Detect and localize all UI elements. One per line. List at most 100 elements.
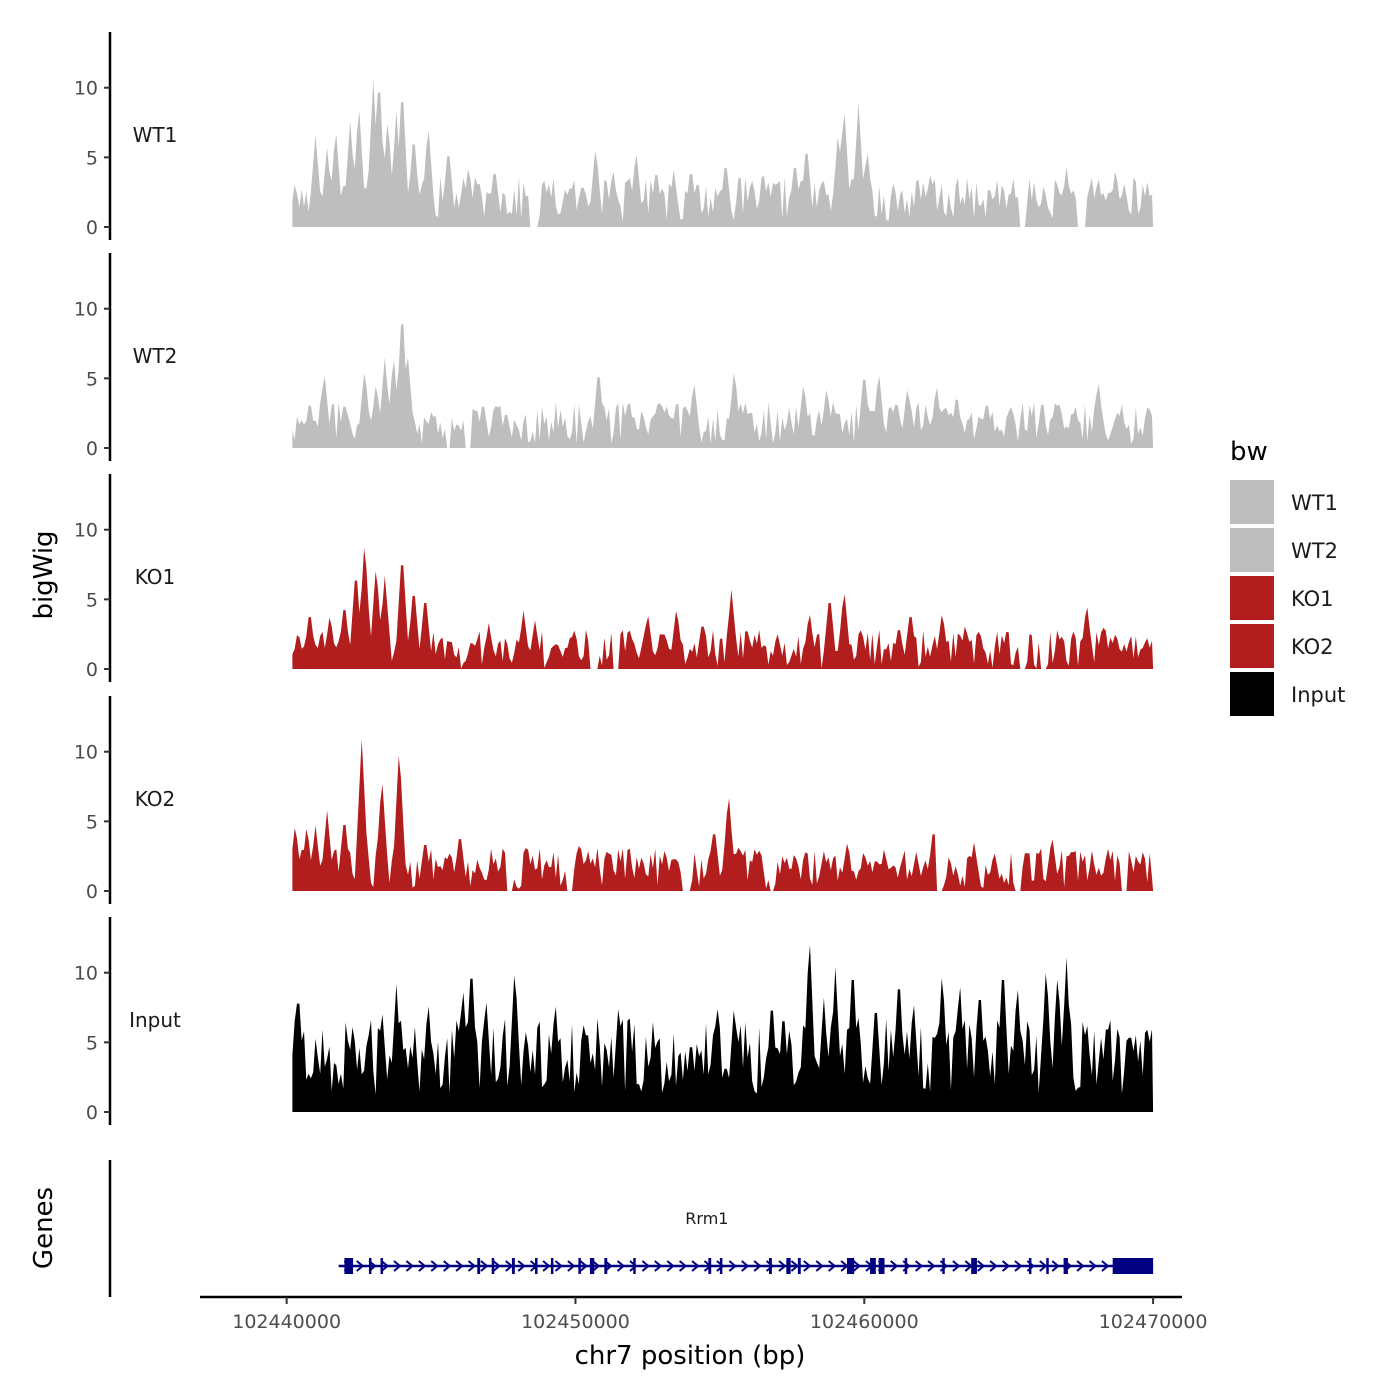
strand-arrow — [741, 1260, 750, 1272]
strand-arrow — [467, 1260, 477, 1272]
x-tick-label: 102450000 — [521, 1311, 630, 1333]
gene-exon — [550, 1258, 554, 1274]
strand-arrow — [616, 1260, 626, 1272]
gene-exon — [904, 1258, 908, 1274]
legend-swatch — [1230, 480, 1274, 524]
y-tick-label: 5 — [86, 1032, 98, 1054]
strand-arrow — [455, 1260, 464, 1272]
track-wt1: 0 5 10 WT1 — [74, 32, 1154, 240]
strand-arrow — [430, 1260, 439, 1272]
strand-arrow — [753, 1260, 762, 1272]
strand-arrow — [765, 1260, 775, 1272]
strand-arrow — [1039, 1260, 1048, 1272]
strand-arrow — [567, 1260, 576, 1272]
legend-label: KO1 — [1291, 587, 1334, 611]
strand-arrow — [790, 1260, 799, 1272]
legend-entry-input: Input — [1230, 672, 1345, 716]
strand-arrow — [778, 1260, 787, 1272]
gene-exon — [604, 1258, 608, 1274]
gene-exon — [1063, 1258, 1068, 1274]
gene-exon — [786, 1258, 791, 1274]
track-label: WT1 — [133, 123, 178, 147]
strand-arrow — [517, 1260, 526, 1272]
strand-arrow — [356, 1260, 365, 1272]
strand-arrow — [989, 1260, 998, 1272]
strand-arrow — [678, 1260, 688, 1272]
gene-exon — [1046, 1258, 1049, 1274]
strand-arrow — [1088, 1260, 1098, 1272]
legend-entry-wt1: WT1 — [1230, 480, 1338, 524]
x-tick-label: 102460000 — [810, 1311, 919, 1333]
strand-arrow — [505, 1260, 514, 1272]
strand-arrow — [952, 1260, 961, 1272]
legend-label: KO2 — [1291, 635, 1334, 659]
strand-arrow — [803, 1260, 812, 1272]
gene-exon — [380, 1258, 384, 1274]
legend-swatch — [1230, 624, 1274, 668]
gene-exon — [942, 1258, 945, 1274]
legend-swatch — [1230, 576, 1274, 620]
strand-arrow — [641, 1260, 650, 1272]
strand-arrow — [666, 1260, 675, 1272]
strand-arrow — [418, 1260, 427, 1272]
strand-arrow — [443, 1260, 452, 1272]
track-label: KO1 — [135, 565, 176, 589]
strand-arrow — [977, 1260, 986, 1272]
track-input: 0 5 10 Input — [74, 917, 1154, 1125]
strand-arrow — [1101, 1260, 1110, 1272]
gene-exon — [971, 1258, 977, 1274]
genes-track: Rrm1 — [108, 1160, 1154, 1297]
gene-exon — [797, 1258, 801, 1274]
signal-area — [292, 548, 1154, 669]
y-tick-label: 10 — [74, 299, 98, 321]
track-label: Input — [129, 1008, 181, 1032]
y-tick-label: 5 — [86, 811, 98, 833]
strand-arrow — [405, 1260, 414, 1272]
y-tick-label: 10 — [74, 963, 98, 985]
strand-arrow — [815, 1260, 824, 1272]
gene-exon — [477, 1258, 481, 1274]
strand-arrow — [579, 1260, 588, 1272]
y-tick-label: 0 — [86, 881, 98, 903]
gene-exon — [578, 1258, 581, 1274]
y-tick-label: 5 — [86, 589, 98, 611]
gene-exon — [719, 1258, 723, 1274]
gene-exon — [589, 1258, 595, 1274]
gene-exon — [511, 1258, 515, 1274]
signal-area — [292, 324, 1154, 448]
strand-arrow — [480, 1260, 489, 1272]
tracks-layer: 0 5 10 WT1 0 5 10 WT2 0 5 10 KO1 0 5 10 KO2 0 5 10 Input — [74, 32, 1154, 1125]
strand-arrow — [393, 1260, 402, 1272]
gene-exon — [491, 1258, 495, 1274]
gene-exon — [368, 1258, 372, 1274]
y-tick-label: 0 — [86, 217, 98, 239]
strand-arrow — [914, 1260, 924, 1272]
strand-arrow — [828, 1260, 837, 1272]
x-tick-label: 102440000 — [232, 1311, 341, 1333]
strand-arrow — [927, 1260, 936, 1272]
gene-exon — [1028, 1258, 1032, 1274]
strand-arrow — [716, 1260, 725, 1272]
strand-arrow — [542, 1260, 551, 1272]
gene-exon — [344, 1258, 354, 1274]
gene-name-label: Rrm1 — [685, 1209, 728, 1228]
strand-arrow — [654, 1260, 663, 1272]
gene-exon — [633, 1258, 636, 1274]
strand-arrow — [1051, 1260, 1060, 1272]
x-axis: 102440000 102450000 102460000 102470000 — [200, 1295, 1208, 1333]
y-tick-label: 5 — [86, 147, 98, 169]
y-tick-label: 0 — [86, 438, 98, 460]
track-ko1: 0 5 10 KO1 — [74, 474, 1154, 682]
strand-arrow — [728, 1260, 737, 1272]
track-wt2: 0 5 10 WT2 — [74, 253, 1154, 461]
gene-exon — [708, 1258, 712, 1274]
y-tick-label: 5 — [86, 368, 98, 390]
strand-arrow — [629, 1260, 638, 1272]
signal-area — [292, 739, 1154, 891]
y-tick-label: 10 — [74, 78, 98, 100]
signal-area — [292, 944, 1154, 1112]
y-tick-label: 10 — [74, 742, 98, 764]
strand-arrow — [691, 1260, 700, 1272]
track-label: KO2 — [135, 787, 176, 811]
